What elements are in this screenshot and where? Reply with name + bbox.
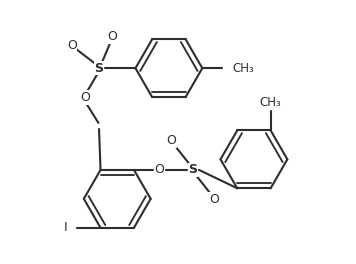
Text: O: O	[209, 192, 219, 206]
Text: O: O	[81, 91, 90, 104]
Text: O: O	[67, 39, 77, 52]
Text: CH₃: CH₃	[260, 96, 282, 109]
Text: O: O	[167, 134, 177, 147]
Text: O: O	[108, 30, 117, 43]
Text: CH₃: CH₃	[233, 62, 255, 75]
Text: S: S	[95, 62, 104, 75]
Text: I: I	[64, 221, 68, 234]
Text: O: O	[155, 163, 164, 176]
Text: S: S	[188, 163, 197, 176]
